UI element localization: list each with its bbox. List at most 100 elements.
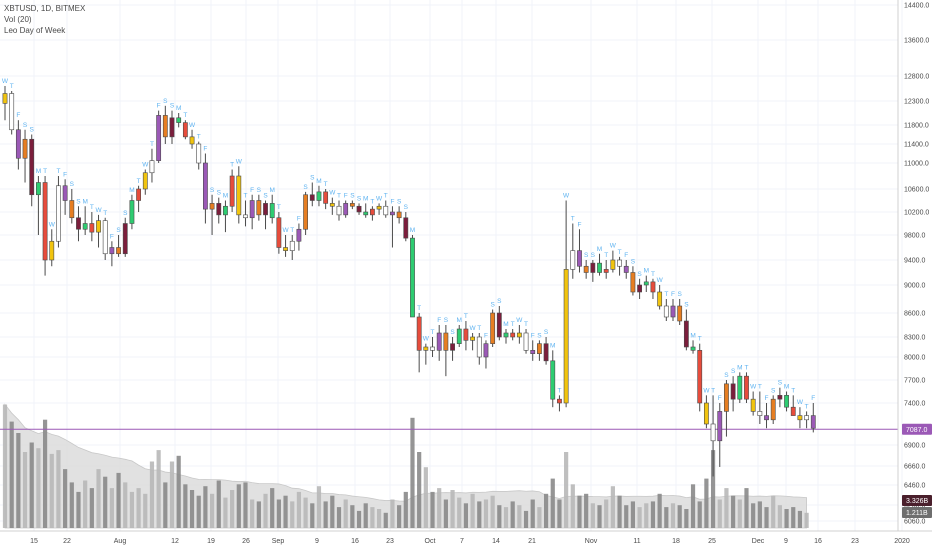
volume-bar: [650, 501, 656, 528]
legend-volume-indicator[interactable]: Vol (20): [4, 15, 32, 24]
day-of-week-letter: F: [344, 193, 348, 200]
volume-bar: [764, 507, 769, 528]
volume-bar: [136, 488, 141, 528]
day-of-week-letter: T: [791, 387, 795, 394]
candle-body: [490, 312, 496, 344]
day-of-week-letter: S: [357, 195, 362, 202]
day-of-week-letter: T: [431, 329, 435, 336]
candle-body: [182, 122, 188, 138]
time-tick-label: 11: [633, 538, 640, 545]
volume-bar: [751, 503, 756, 528]
volume-bar: [757, 501, 762, 528]
candle-body: [2, 93, 8, 104]
volume-bar: [497, 505, 502, 528]
day-of-week-letter: M: [36, 168, 41, 175]
candle-body: [189, 136, 195, 145]
candle-body: [29, 138, 35, 196]
price-tick-label: 13600.0: [904, 38, 929, 45]
day-of-week-letter: F: [718, 395, 722, 402]
price-scale[interactable]: 14400.0 13600.0 12800.0 12300.0 11800.0 11400…: [904, 3, 929, 526]
candle-body: [82, 223, 88, 230]
day-of-week-letter: S: [537, 332, 542, 339]
day-of-week-letter: W: [610, 243, 617, 250]
day-of-week-letter: T: [277, 204, 281, 211]
volume-bar: [490, 495, 495, 528]
day-of-week-letter: F: [531, 332, 535, 339]
volume-bar: [236, 484, 241, 528]
volume-bar: [56, 450, 61, 528]
day-of-week-letter: S: [70, 181, 75, 188]
day-of-week-letter: T: [651, 271, 655, 278]
candle-body: [764, 415, 769, 421]
candle-body: [657, 291, 663, 307]
candle-body: [369, 208, 375, 216]
volume-bar: [116, 472, 121, 528]
day-of-week-letter: F: [624, 252, 628, 259]
candle-body: [9, 93, 15, 131]
day-of-week-letter: S: [584, 252, 589, 259]
candle-body: [784, 395, 789, 408]
volume-tag-2: 1.211B: [902, 507, 932, 518]
candle-body: [703, 402, 709, 425]
candle-body: [750, 398, 756, 412]
volume-bar: [209, 493, 215, 528]
volume-bar: [463, 503, 469, 528]
volume-bars: [2, 404, 809, 528]
volume-bar: [49, 453, 54, 528]
time-scale[interactable]: 15 22 Aug 12 19 26 Sep 9 16 23 Oct 7 14 21 Nov 11 18 25 De…: [30, 538, 910, 545]
day-of-week-letter: T: [571, 216, 575, 223]
day-of-week-letter: T: [744, 364, 748, 371]
day-of-week-letter: S: [210, 187, 215, 194]
day-of-week-letter: M: [176, 105, 181, 112]
day-of-week-letter: S: [678, 291, 683, 298]
candle-body: [623, 265, 629, 273]
volume-bar: [724, 488, 729, 528]
candle-body: [56, 185, 61, 242]
volume-bar: [624, 505, 629, 528]
volume-bar: [710, 450, 716, 528]
legend-symbol[interactable]: XBTUSD, 1D, BITMEX: [4, 4, 86, 13]
day-of-week-letter: W: [49, 221, 56, 228]
volume-bar: [483, 499, 489, 528]
candle-body: [383, 205, 389, 216]
price-tick-label: 7400.0: [904, 401, 926, 408]
volume-bar: [717, 499, 722, 528]
day-of-week-letter: T: [150, 141, 154, 148]
day-of-week-letter: S: [310, 175, 315, 182]
candle-body: [390, 211, 395, 216]
candle-body: [176, 117, 182, 123]
time-tick-label: 2020: [894, 538, 910, 545]
legend-dow-indicator[interactable]: Leo Day of Week: [4, 26, 66, 35]
volume-bar: [423, 467, 428, 528]
day-of-week-letter: F: [484, 332, 488, 339]
volume-bar: [323, 501, 328, 528]
day-of-week-letter: S: [397, 198, 402, 205]
price-tick-label: 12800.0: [904, 74, 929, 81]
volume-bar: [390, 499, 395, 528]
gridlines: [0, 0, 903, 531]
day-of-week-letter: W: [563, 193, 570, 200]
volume-bar: [22, 452, 28, 528]
day-of-week-letter: W: [657, 277, 664, 284]
candle-body: [710, 423, 716, 442]
day-of-week-letter: T: [197, 134, 201, 141]
day-of-week-letter: S: [778, 380, 783, 387]
candle-body: [650, 281, 656, 293]
time-tick-label: 21: [528, 538, 536, 545]
candle-body: [203, 162, 208, 210]
candle-body: [610, 259, 616, 270]
day-of-week-letter: T: [56, 168, 60, 175]
day-of-week-letter: M: [129, 187, 134, 194]
candle-body: [557, 398, 562, 404]
candle-body: [243, 214, 248, 219]
day-of-week-letter: M: [644, 268, 649, 275]
volume-tag-1-text: 3.326B: [906, 498, 929, 505]
day-of-week-letter: T: [384, 193, 388, 200]
volume-bar: [731, 495, 736, 528]
candle-body: [510, 332, 516, 338]
candle-body: [249, 200, 255, 219]
candle-body: [349, 203, 355, 207]
volume-bar: [657, 493, 662, 528]
